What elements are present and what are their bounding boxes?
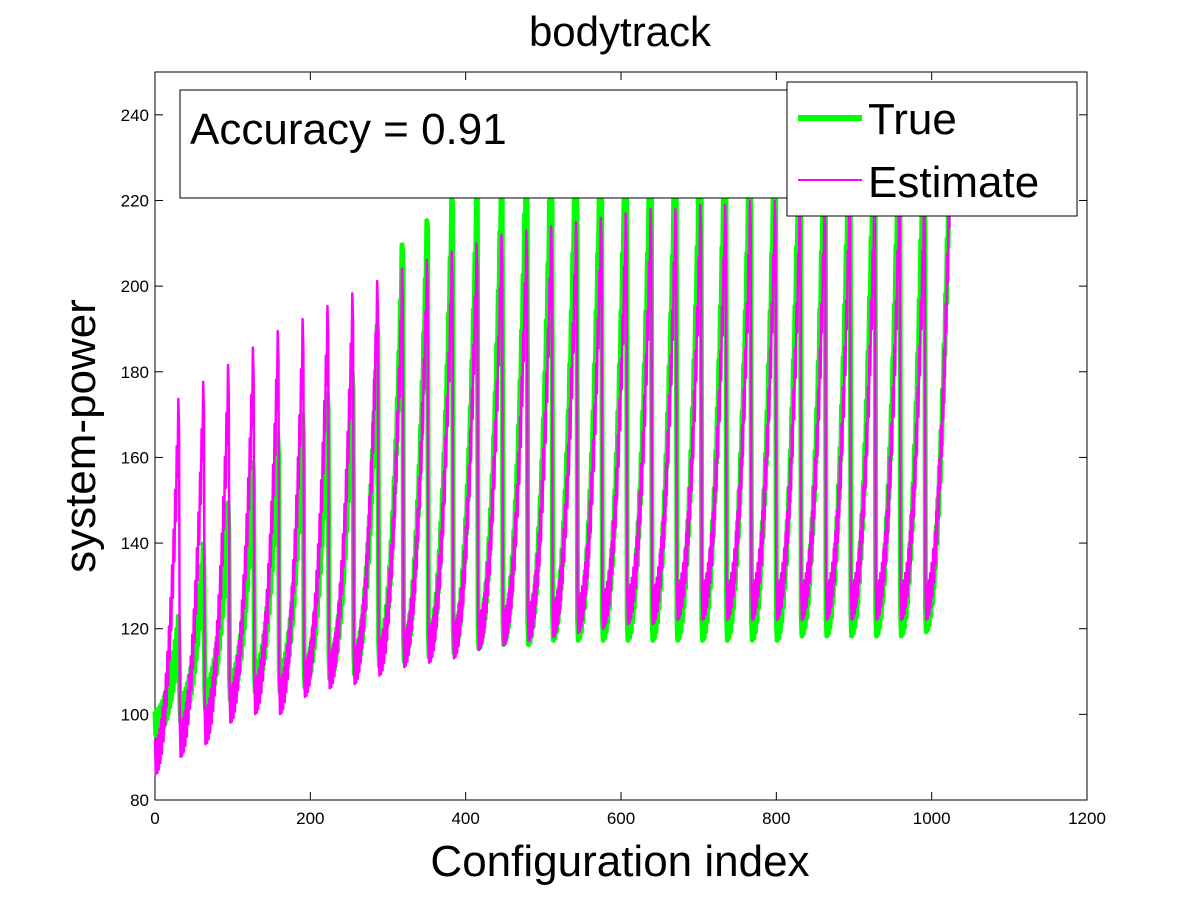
y-tick-label: 200 (121, 277, 149, 296)
series-layer (152, 96, 953, 776)
y-tick-label: 240 (121, 106, 149, 125)
x-tick-label: 1200 (1068, 809, 1106, 828)
x-tick-label: 600 (607, 809, 635, 828)
y-tick-label: 100 (121, 705, 149, 724)
x-axis: 0 200 400 600 800 1000 1200 (150, 72, 1106, 828)
y-tick-label: 140 (121, 534, 149, 553)
estimate-series-line (153, 195, 951, 776)
x-axis-title: Configuration index (430, 837, 809, 886)
accuracy-annotation: Accuracy = 0.91 (179, 89, 801, 199)
y-tick-label: 120 (121, 620, 149, 639)
y-axis: 80 100 120 140 160 180 200 220 240 (121, 106, 1087, 810)
x-tick-label: 1000 (913, 809, 951, 828)
chart-title: bodytrack (529, 8, 712, 55)
y-tick-label: 80 (130, 791, 149, 810)
y-tick-label: 180 (121, 363, 149, 382)
y-axis-title: system-power (56, 299, 105, 573)
y-tick-label: 220 (121, 191, 149, 210)
x-tick-label: 0 (150, 809, 159, 828)
x-tick-label: 200 (296, 809, 324, 828)
y-tick-label: 160 (121, 448, 149, 467)
legend: True Estimate (786, 81, 1078, 217)
legend-label-estimate: Estimate (868, 158, 1039, 207)
x-tick-label: 800 (762, 809, 790, 828)
annotation-text: Accuracy = 0.91 (190, 105, 507, 154)
x-tick-label: 400 (451, 809, 479, 828)
legend-box (786, 81, 1078, 217)
legend-label-true: True (868, 95, 957, 144)
